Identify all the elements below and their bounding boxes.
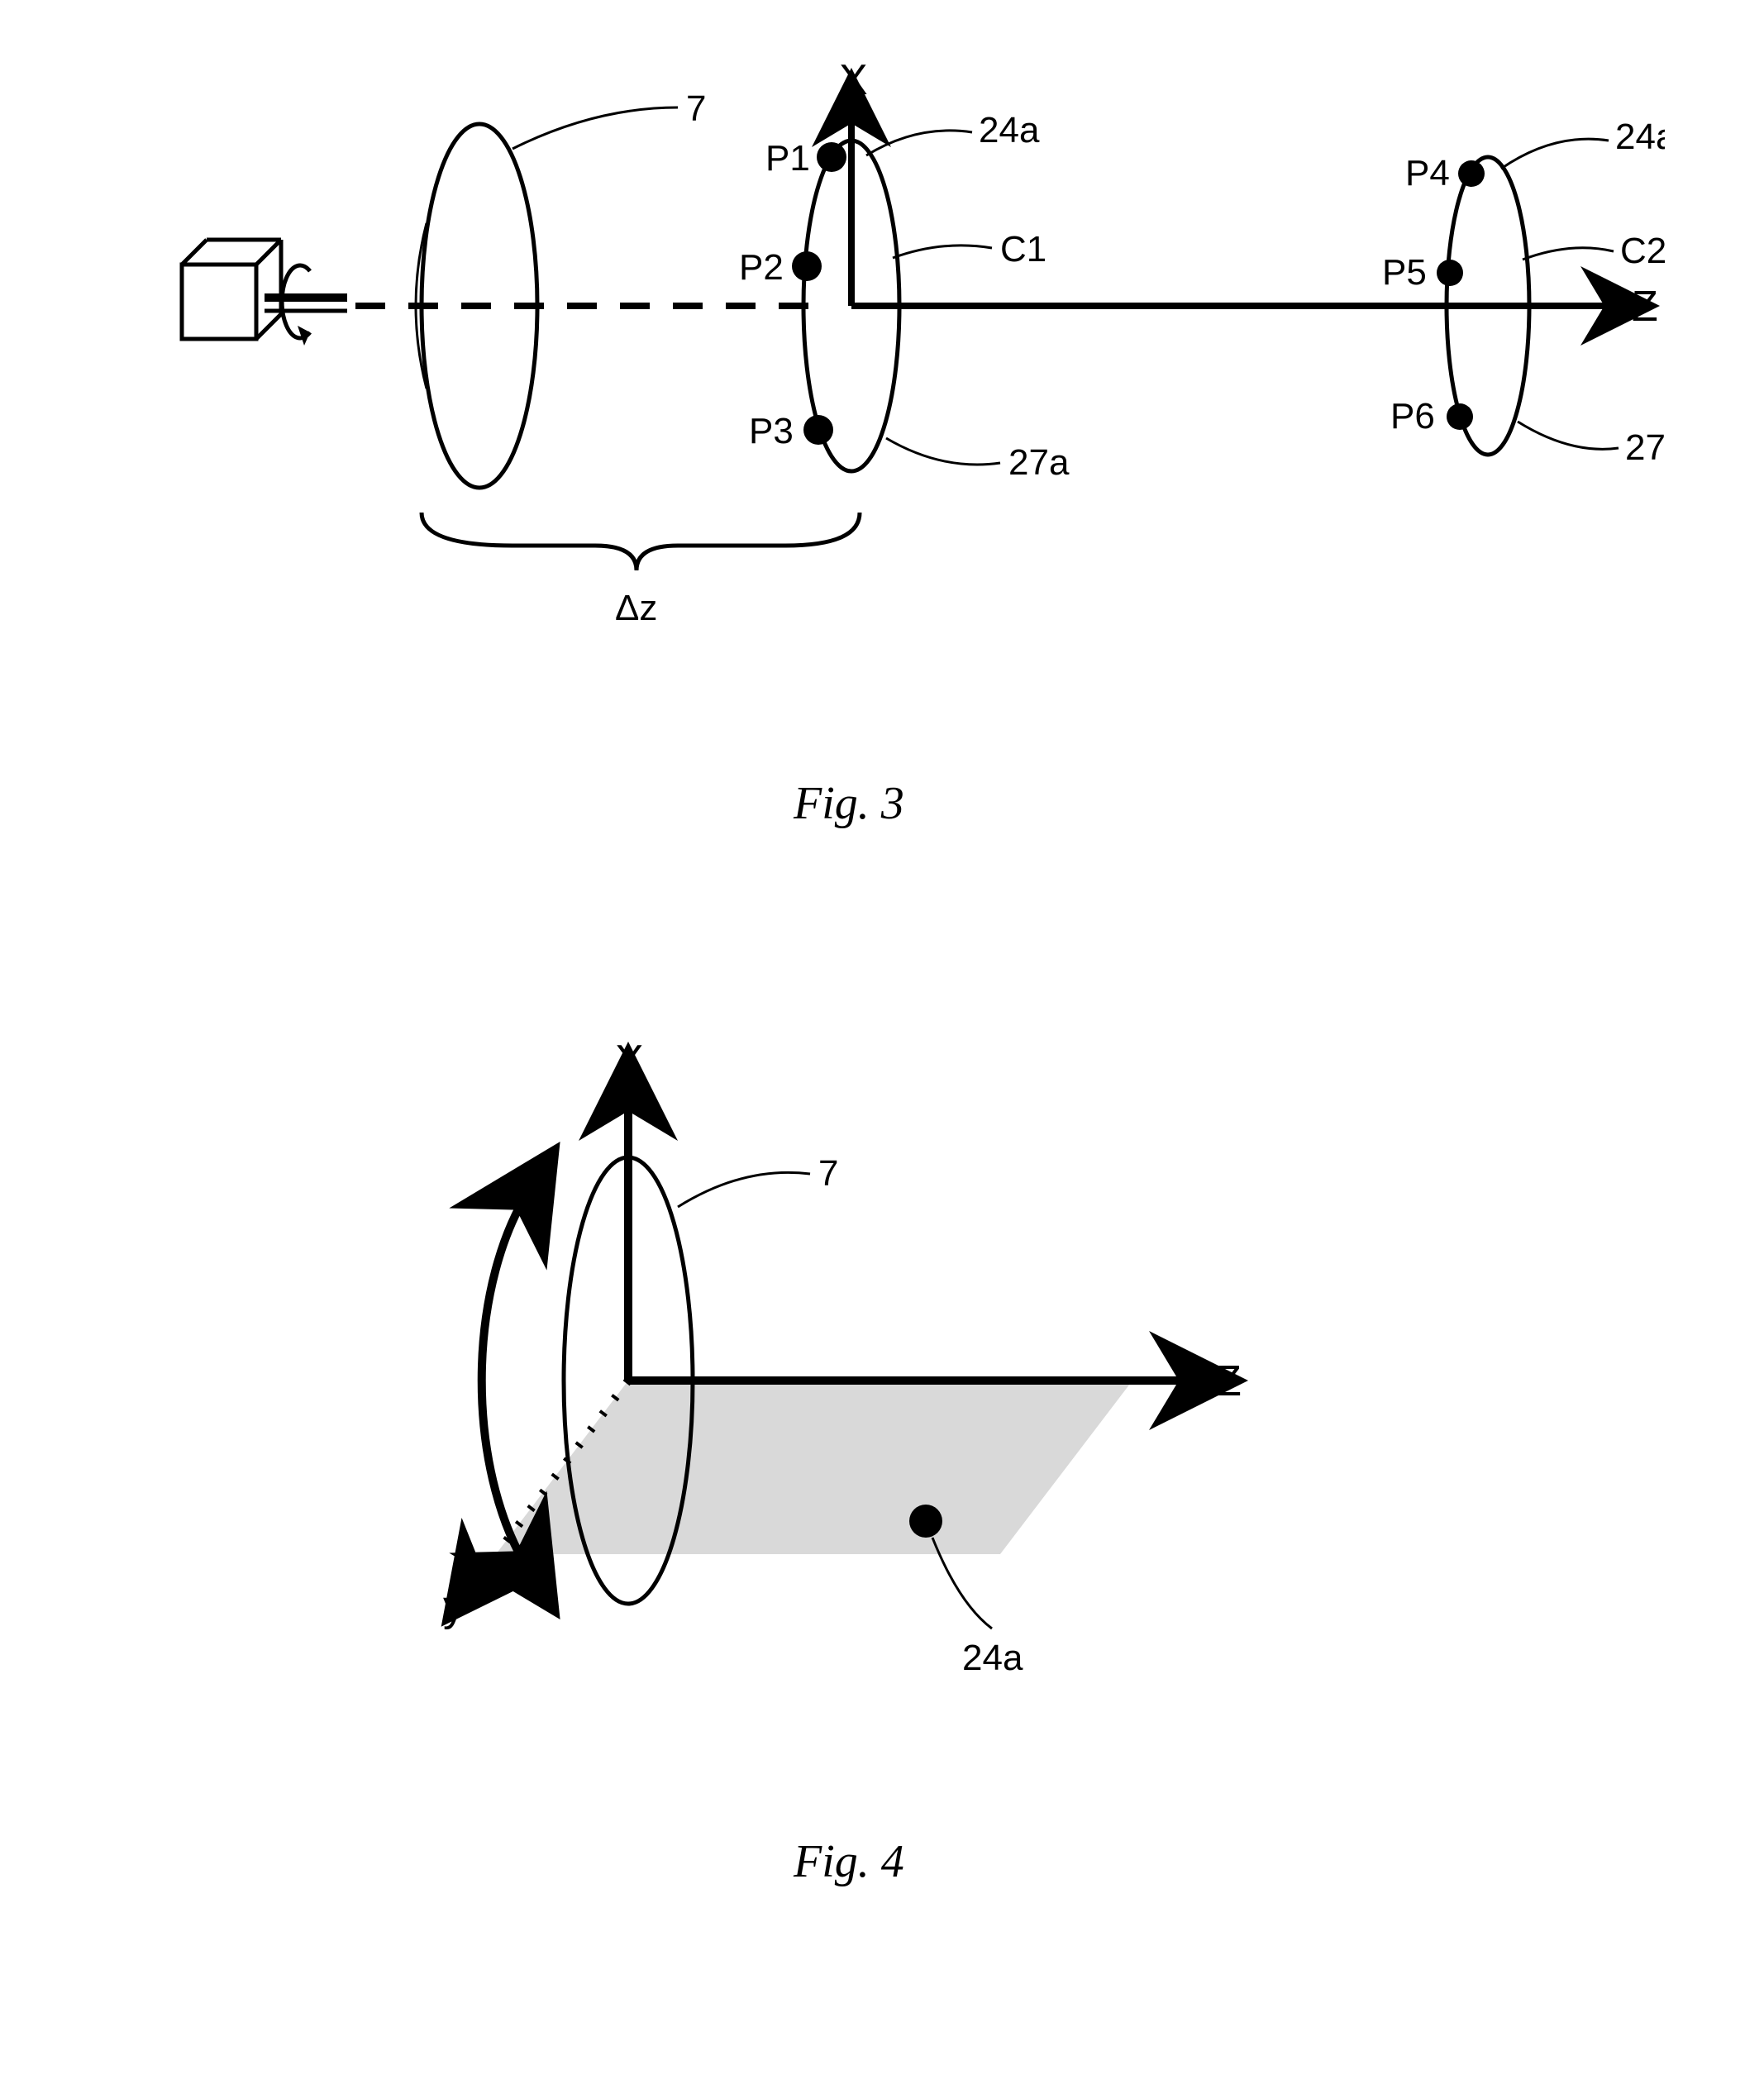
ref-24a-c2: 24a <box>1615 117 1665 157</box>
label-p4: P4 <box>1405 153 1450 193</box>
rotation-arc <box>482 1190 529 1571</box>
yz-plane <box>496 1381 1132 1554</box>
leader-c1 <box>893 246 992 258</box>
x-axis-label: X <box>839 56 868 104</box>
leader-27a <box>886 438 1000 465</box>
fig3-svg: Z X 7 <box>99 50 1665 628</box>
fig4-caption: Fig. 4 <box>794 1835 904 1888</box>
ref-24a-c1: 24a <box>979 110 1040 150</box>
leader-24a-c2 <box>1501 139 1609 169</box>
delta-z-label: Δz <box>615 588 657 628</box>
leader-c2 <box>1523 248 1614 260</box>
fig3-caption: Fig. 3 <box>794 777 904 830</box>
ref-27c: 27c <box>1625 427 1665 468</box>
source-assembly <box>182 240 347 346</box>
point-p2 <box>792 251 822 281</box>
point-p5 <box>1437 260 1463 286</box>
leader-7-fig4 <box>678 1172 810 1207</box>
leader-24a-c1 <box>866 131 972 155</box>
label-p6: P6 <box>1390 396 1435 436</box>
leader-7 <box>513 107 678 149</box>
label-p2: P2 <box>739 247 784 288</box>
z-axis-label: Z <box>1632 283 1658 331</box>
delta-z-brace <box>422 513 860 570</box>
x-axis-label-4: X <box>615 1037 644 1085</box>
leader-27c <box>1518 422 1619 449</box>
y-axis-label-4: y <box>443 1582 465 1630</box>
fig4-svg: Z X y 7 24a <box>413 992 1351 1736</box>
label-p5: P5 <box>1382 252 1427 293</box>
ref-7: 7 <box>686 88 706 129</box>
point-p3 <box>803 415 833 445</box>
ref-27a: 27a <box>1008 442 1070 483</box>
ref-24a-fig4: 24a <box>962 1638 1023 1678</box>
label-p1: P1 <box>765 138 810 179</box>
ref-7-fig4: 7 <box>818 1153 838 1194</box>
z-axis-label-4: Z <box>1215 1357 1242 1405</box>
ref-c2: C2 <box>1620 231 1665 271</box>
label-p3: P3 <box>749 411 794 451</box>
marker-24a <box>909 1505 942 1538</box>
point-p6 <box>1447 403 1473 430</box>
page: Z X 7 <box>0 0 1764 2089</box>
point-p1 <box>817 142 846 172</box>
point-p4 <box>1458 160 1485 187</box>
ref-c1: C1 <box>1000 229 1046 269</box>
